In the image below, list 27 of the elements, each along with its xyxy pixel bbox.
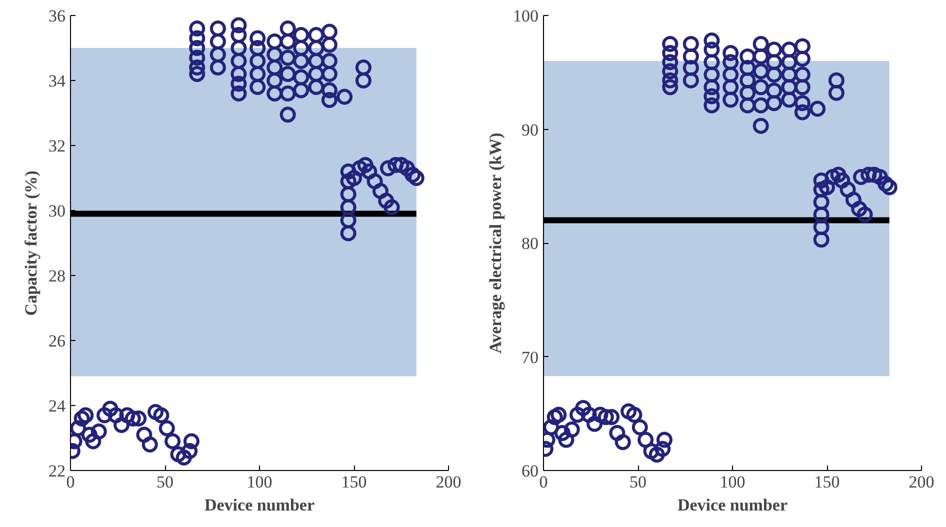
y-tick-label: 70 [522,348,538,367]
y-tick-label: 36 [48,6,66,26]
x-tick-label: 0 [539,472,548,492]
x-tick-label: 150 [341,472,367,492]
x-tick-label: 50 [156,472,174,492]
x-axis-title: Device number [204,496,315,514]
x-tick-label: 100 [246,472,272,492]
y-tick-label: 80 [522,234,538,253]
y-axis-title: Capacity factor (%) [22,170,40,316]
x-tick-label: 200 [436,472,462,492]
x-tick-label: 50 [630,472,646,492]
y-tick-label: 60 [522,462,538,480]
y-tick-label: 100 [513,6,538,26]
y-tick-label: 22 [48,462,66,480]
y-tick-label: 90 [522,120,538,140]
y-tick-label: 32 [48,136,66,156]
y-tick-label: 30 [48,202,66,220]
x-tick-label: 200 [908,472,934,492]
y-tick-label: 26 [48,332,66,350]
y-tick-label: 34 [48,72,66,90]
x-tick-label: 0 [66,472,75,492]
x-tick-label: 100 [720,472,746,492]
x-tick-label: 150 [814,472,840,492]
x-axis-title: Device number [678,496,788,514]
y-tick-label: 28 [48,266,66,286]
y-tick-label: 24 [48,396,66,416]
y-axis-title: Average electrical power (kW) [486,132,505,354]
